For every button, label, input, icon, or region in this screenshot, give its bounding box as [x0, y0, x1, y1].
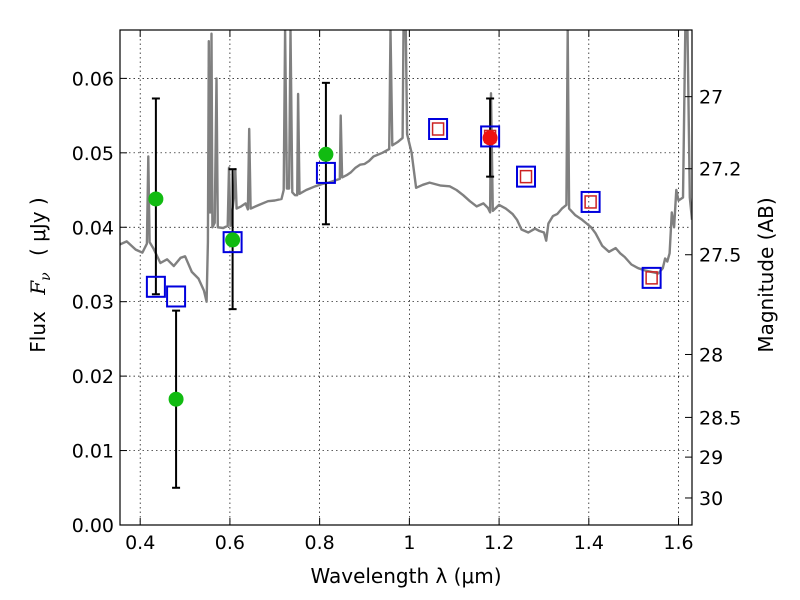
y2-tick-label: 29	[699, 447, 723, 469]
x-tick-label: 1.4	[574, 532, 604, 554]
y2-tick-label: 27.2	[699, 159, 741, 181]
y2-tick-label: 28	[699, 344, 723, 366]
observed-point	[225, 232, 241, 248]
spectrum-layer	[120, 30, 692, 303]
errorbar-layer	[151, 81, 495, 489]
observed-point	[168, 391, 184, 407]
spectrum-line	[120, 30, 692, 303]
y-tick-label: 0.02	[72, 366, 114, 388]
model-point	[166, 285, 187, 308]
y-tick-label: 0.06	[72, 68, 114, 90]
y-tick-label: 0.01	[72, 441, 114, 463]
y2-axis-label: Magnitude (AB)	[754, 197, 778, 352]
y2-tick-label: 27	[699, 87, 723, 109]
model-point	[315, 161, 336, 184]
x-tick-label: 0.6	[215, 532, 245, 554]
model-inner-point	[519, 169, 533, 184]
model-inner-point	[584, 195, 597, 209]
model-point	[222, 231, 243, 254]
y-axis-label: Flux Fν ( μJy )	[26, 197, 55, 352]
model-point	[516, 165, 537, 188]
model-point	[580, 190, 601, 213]
model-point	[145, 275, 166, 298]
model-point	[480, 125, 501, 148]
observed-point	[148, 191, 164, 207]
model-inner-point	[431, 122, 445, 136]
x-tick-label: 1.6	[663, 532, 693, 554]
y-tick-label: 0.03	[72, 292, 114, 314]
x-axis-label: Wavelength λ (μm)	[310, 564, 501, 588]
axis-ticks: 0.4 0.6 0.8 1 1.2 1.4 1.6 0.00 0.01 0.02 0.03 0.04 0…	[72, 30, 741, 554]
y2-tick-label: 30	[699, 488, 723, 510]
y-tick-label: 0.05	[72, 143, 114, 165]
observed-point	[482, 130, 498, 146]
x-tick-label: 0.8	[305, 532, 335, 554]
marker-layer	[145, 118, 662, 407]
x-tick-label: 1.2	[484, 532, 514, 554]
model-point	[641, 266, 662, 289]
x-axis-label-text: Wavelength λ (μm)	[310, 564, 501, 588]
plot-frame	[119, 29, 693, 526]
y-tick-label: 0.00	[72, 515, 114, 537]
x-tick-label: 0.4	[125, 532, 155, 554]
model-inner-point	[645, 271, 658, 285]
model-point	[428, 118, 449, 140]
x-tick-label: 1	[403, 532, 415, 554]
y2-tick-label: 27.5	[699, 245, 741, 267]
y2-tick-label: 28.5	[699, 407, 741, 429]
y-tick-label: 0.04	[72, 217, 114, 239]
observed-point	[318, 146, 334, 162]
